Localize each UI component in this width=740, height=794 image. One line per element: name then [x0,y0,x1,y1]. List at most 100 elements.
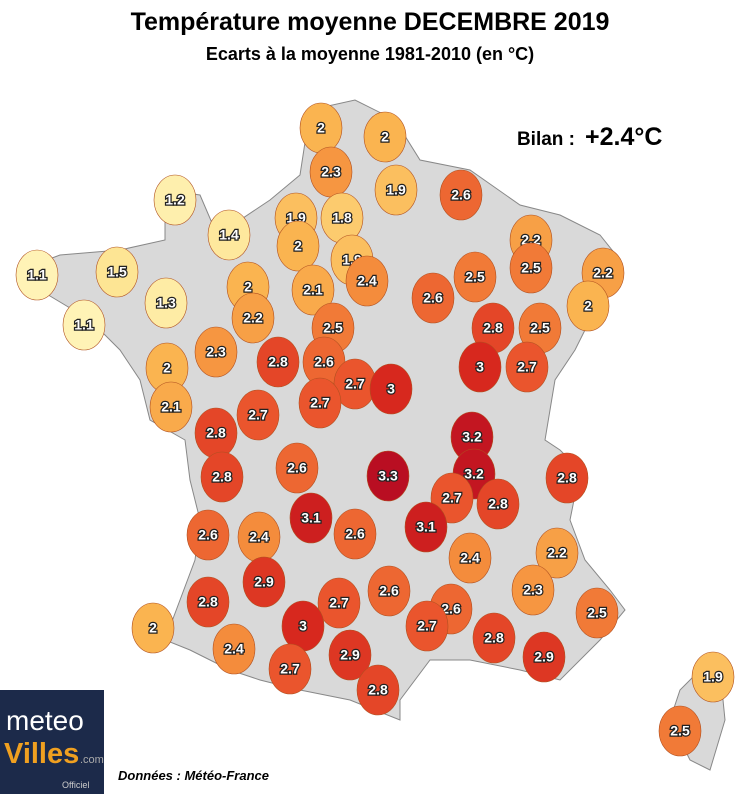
marker [658,705,702,757]
marker-label: 2.5 [587,605,607,621]
marker-label: 2.6 [287,460,307,476]
logo-part1: meteo [6,705,84,736]
marker-label: 2 [584,298,592,314]
markers: 222.31.9 2.61.21.9 1.81.42 2.21.91.1 1.52.4 2… [15,102,735,757]
marker-label: 2.7 [517,359,537,375]
marker [411,272,455,324]
summary-label: Bilan : [517,129,575,150]
marker-label: 2.4 [249,529,269,545]
marker-label: 2.2 [243,310,263,326]
marker-label: 1.2 [165,192,185,208]
marker [333,508,377,560]
marker [275,442,319,494]
logo-bg [0,690,104,794]
marker-label: 2.7 [248,407,268,423]
marker-label: 2 [317,120,325,136]
marker [328,629,372,681]
summary: Bilan : +2.4°C [517,123,662,151]
marker-label: 2.8 [557,470,577,486]
marker [236,389,280,441]
marker [200,451,244,503]
marker-label: 2.2 [547,545,567,561]
marker-label: 2.4 [224,641,244,657]
logo-tag: Officiel [62,780,89,790]
marker [374,164,418,216]
marker-label: 2.8 [483,320,503,336]
marker-label: 1.8 [332,210,352,226]
source: Données : Météo-France [118,768,269,783]
marker-label: 2 [244,279,252,295]
marker-label: 2.5 [521,260,541,276]
marker-label: 1.3 [156,295,176,311]
marker-label: 2 [149,620,157,636]
subtitle: Ecarts à la moyenne 1981-2010 (en °C) [206,44,534,64]
marker [476,478,520,530]
summary-value: +2.4°C [585,123,662,151]
marker [15,249,59,301]
marker [144,277,188,329]
marker [62,299,106,351]
marker [369,363,413,415]
marker [535,527,579,579]
marker-label: 2.5 [670,723,690,739]
marker [256,336,300,388]
marker-label: 2.7 [280,661,300,677]
marker [298,377,342,429]
marker [575,587,619,639]
marker-label: 3 [387,381,395,397]
marker-label: 2.6 [423,290,443,306]
marker-label: 3 [299,618,307,634]
marker [405,600,449,652]
marker-label: 1.9 [386,182,406,198]
marker [289,492,333,544]
marker [691,651,735,703]
marker-label: 2.4 [460,550,480,566]
marker-label: 3.3 [378,468,398,484]
marker-label: 2.5 [323,320,343,336]
marker-label: 2.8 [368,682,388,698]
marker [153,174,197,226]
marker-label: 2.8 [206,425,226,441]
marker-label: 2.6 [441,601,461,617]
marker [545,452,589,504]
marker-label: 3.2 [464,466,484,482]
marker-label: 2.9 [254,574,274,590]
marker-label: 2.1 [161,399,181,415]
marker-label: 1.1 [74,317,94,333]
marker [505,341,549,393]
marker-label: 2.3 [321,164,341,180]
marker-label: 2.8 [484,630,504,646]
marker-label: 2.9 [340,647,360,663]
marker-label: 1.1 [27,267,47,283]
marker-label: 1.5 [107,264,127,280]
logo-part2: Villes [4,738,79,770]
marker-label: 2.5 [465,269,485,285]
marker [207,209,251,261]
marker-label: 2.6 [198,527,218,543]
marker-label: 2.8 [268,354,288,370]
marker-label: 2.8 [212,469,232,485]
title: Température moyenne DECEMBRE 2019 [131,8,610,36]
marker-label: 2 [163,360,171,376]
marker [509,242,553,294]
marker-label: 2 [294,238,302,254]
marker [522,631,566,683]
marker-label: 1.4 [219,227,239,243]
marker [194,326,238,378]
marker [276,220,320,272]
marker-label: 2.6 [379,583,399,599]
marker [472,612,516,664]
logo: meteo Villes .com Officiel [0,690,104,794]
marker-label: 3.2 [462,429,482,445]
marker-label: 2.6 [314,354,334,370]
marker-label: 2.7 [442,490,462,506]
marker-label: 3.1 [416,519,436,535]
marker [453,251,497,303]
marker-label: 2.6 [451,187,471,203]
marker [231,292,275,344]
marker [367,565,411,617]
marker [186,509,230,561]
marker-label: 2.7 [310,395,330,411]
marker-label: 2.8 [198,594,218,610]
